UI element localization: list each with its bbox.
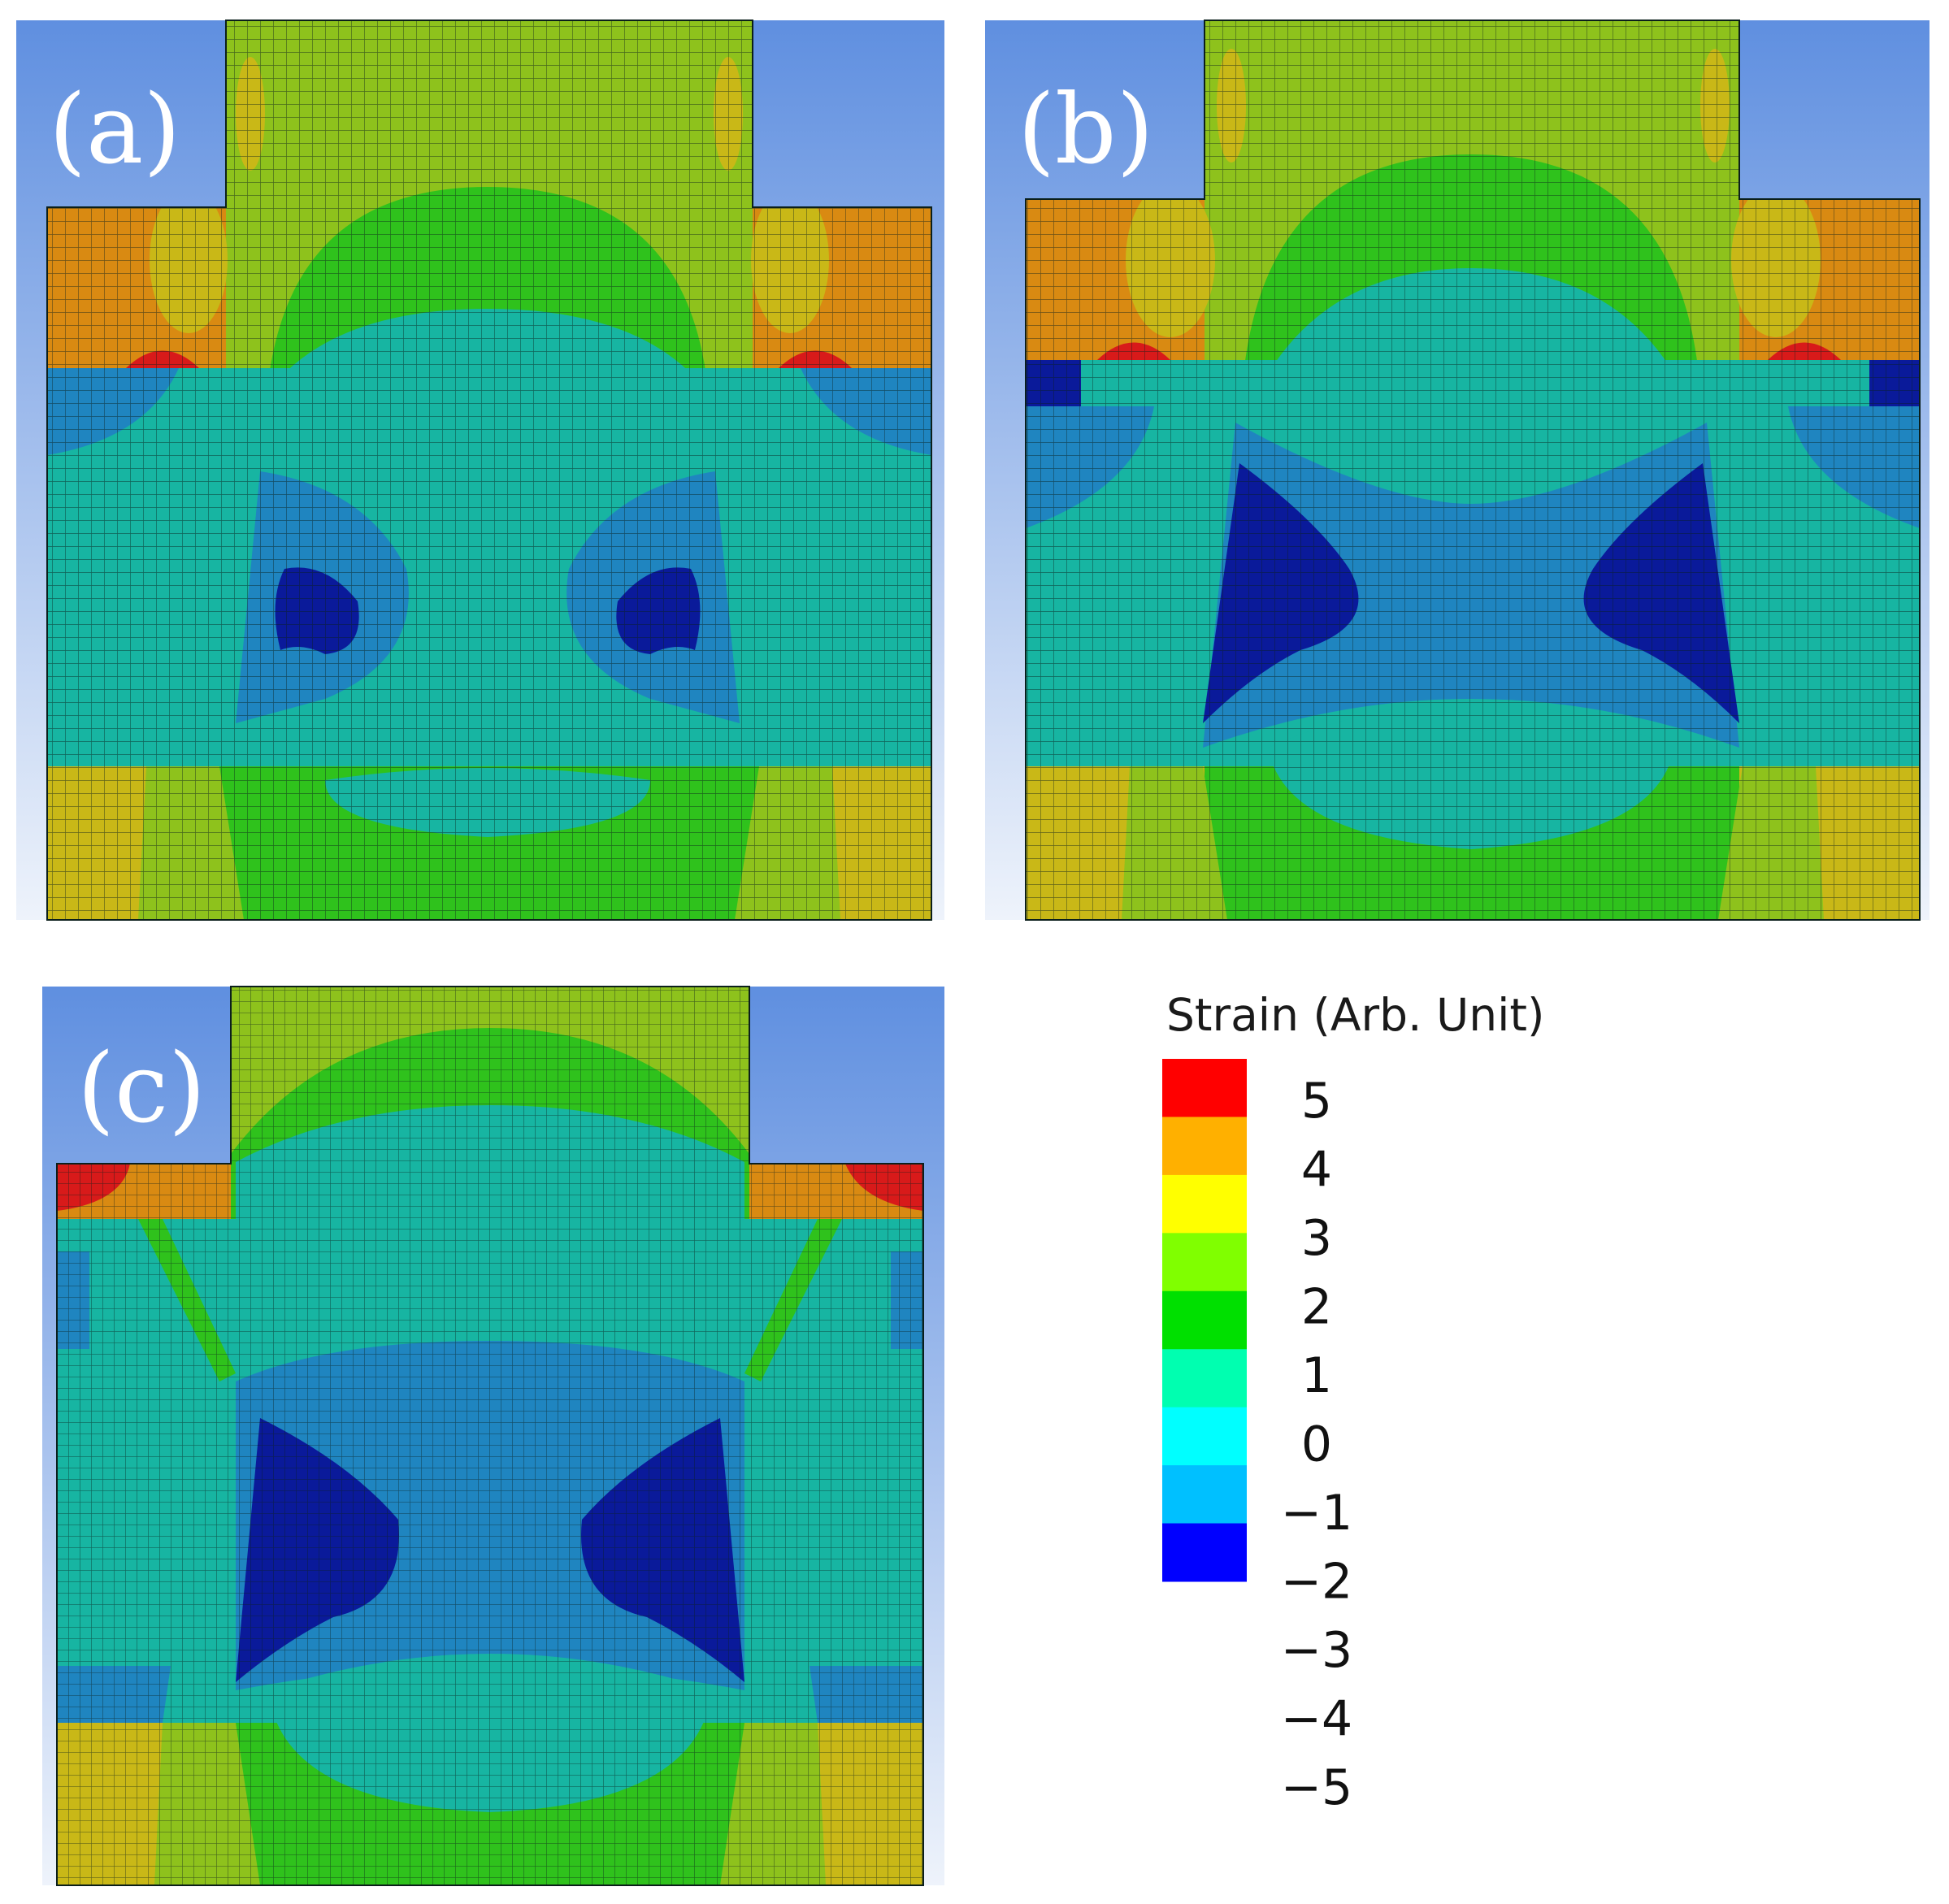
- legend-tick-label: −4: [1281, 1691, 1352, 1748]
- panel-c: (c): [42, 986, 944, 1886]
- panel-b: (b): [985, 20, 1929, 921]
- panel-a-label: (a): [49, 73, 180, 185]
- legend-swatch: [1162, 1349, 1247, 1408]
- legend-swatch: [1162, 1465, 1247, 1525]
- legend-swatch: [1162, 1059, 1247, 1117]
- legend-swatch: [1162, 1523, 1247, 1582]
- panel-b-outline: [1025, 20, 1921, 921]
- legend-tick-label: −3: [1281, 1622, 1352, 1679]
- legend-tick-label: 2: [1301, 1279, 1332, 1336]
- legend-tick-label: −1: [1281, 1485, 1352, 1542]
- legend-tick-label: 3: [1301, 1210, 1332, 1267]
- legend-tick-label: −5: [1281, 1759, 1352, 1816]
- legend-title: Strain (Arb. Unit): [1166, 989, 1544, 1041]
- legend-swatch: [1162, 1174, 1247, 1234]
- panel-c-outline: [56, 986, 924, 1886]
- panel-a: (a): [16, 20, 944, 921]
- legend-tick-label: 1: [1301, 1347, 1332, 1404]
- strain-legend: Strain (Arb. Unit) 5 4 3 2 1 0 −1 −2 −3 −4 −5: [1162, 989, 1544, 1816]
- legend-swatch: [1162, 1290, 1247, 1350]
- legend-swatch: [1162, 1233, 1247, 1292]
- legend-tick-label: 5: [1301, 1073, 1332, 1130]
- legend-tick-labels: 5 4 3 2 1 0 −1 −2 −3 −4 −5: [1281, 1073, 1352, 1816]
- legend-tick-label: 4: [1301, 1142, 1332, 1199]
- legend-tick-label: 0: [1301, 1416, 1332, 1473]
- panel-a-outline: [46, 20, 932, 921]
- legend-tick-label: −2: [1281, 1554, 1352, 1611]
- legend-swatch: [1162, 1117, 1247, 1176]
- panel-c-strain-map: [57, 987, 923, 1885]
- panel-c-label: (c): [77, 1032, 206, 1144]
- legend-colorbar: [1162, 1059, 1247, 1582]
- legend-swatch: [1162, 1407, 1247, 1466]
- panel-b-label: (b): [1018, 73, 1154, 185]
